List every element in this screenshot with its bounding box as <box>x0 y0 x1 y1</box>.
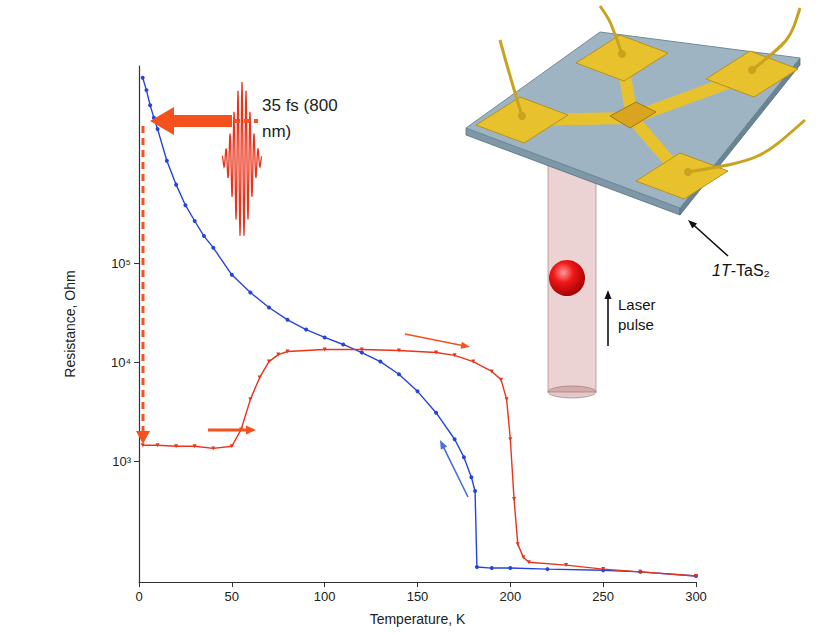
svg-text:10³: 10³ <box>112 454 131 469</box>
svg-text:35 fs (800: 35 fs (800 <box>262 96 338 115</box>
svg-text:150: 150 <box>407 589 429 604</box>
svg-text:1T: 1T <box>712 262 732 279</box>
svg-text:50: 50 <box>225 589 239 604</box>
svg-text:300: 300 <box>685 589 707 604</box>
svg-text:nm): nm) <box>262 122 291 141</box>
svg-text:10⁴: 10⁴ <box>111 355 131 370</box>
svg-text:-TaS₂: -TaS₂ <box>731 262 770 279</box>
svg-text:Laser: Laser <box>618 296 656 313</box>
svg-text:10⁵: 10⁵ <box>111 256 131 271</box>
svg-text:0: 0 <box>135 589 142 604</box>
svg-text:pulse: pulse <box>618 316 654 333</box>
svg-text:250: 250 <box>592 589 614 604</box>
svg-text:200: 200 <box>499 589 521 604</box>
svg-text:Resistance, Ohm: Resistance, Ohm <box>62 270 78 377</box>
svg-text:100: 100 <box>314 589 336 604</box>
svg-text:Temperature, K: Temperature, K <box>370 611 466 627</box>
